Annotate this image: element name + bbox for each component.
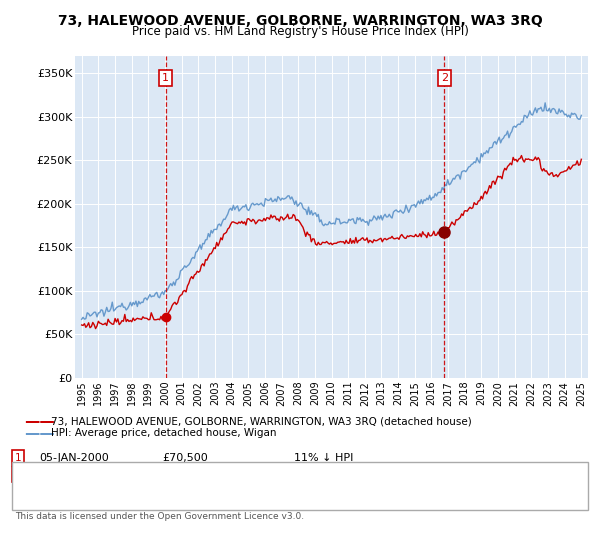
Text: ——: ——	[24, 426, 55, 441]
Text: 2: 2	[14, 470, 22, 480]
Text: 11% ↓ HPI: 11% ↓ HPI	[294, 453, 353, 463]
Text: HPI: Average price, detached house, Wigan: HPI: Average price, detached house, Wiga…	[51, 428, 277, 438]
Text: £70,500: £70,500	[162, 453, 208, 463]
Text: Price paid vs. HM Land Registry's House Price Index (HPI): Price paid vs. HM Land Registry's House …	[131, 25, 469, 38]
Text: Contains HM Land Registry data © Crown copyright and database right 2024.
This d: Contains HM Land Registry data © Crown c…	[15, 501, 367, 521]
Text: 05-JAN-2000: 05-JAN-2000	[39, 453, 109, 463]
Text: 17% ↓ HPI: 17% ↓ HPI	[294, 470, 353, 480]
Text: 1: 1	[14, 453, 22, 463]
Text: £167,500: £167,500	[162, 470, 215, 480]
Text: 73, HALEWOOD AVENUE, GOLBORNE, WARRINGTON, WA3 3RQ: 73, HALEWOOD AVENUE, GOLBORNE, WARRINGTO…	[58, 14, 542, 28]
Text: 73, HALEWOOD AVENUE, GOLBORNE, WARRINGTON, WA3 3RQ (detached house): 73, HALEWOOD AVENUE, GOLBORNE, WARRINGTO…	[51, 416, 472, 426]
Text: 1: 1	[162, 73, 169, 83]
Text: 2: 2	[441, 73, 448, 83]
Text: 07-OCT-2016: 07-OCT-2016	[39, 470, 112, 480]
Text: ——: ——	[24, 414, 55, 428]
